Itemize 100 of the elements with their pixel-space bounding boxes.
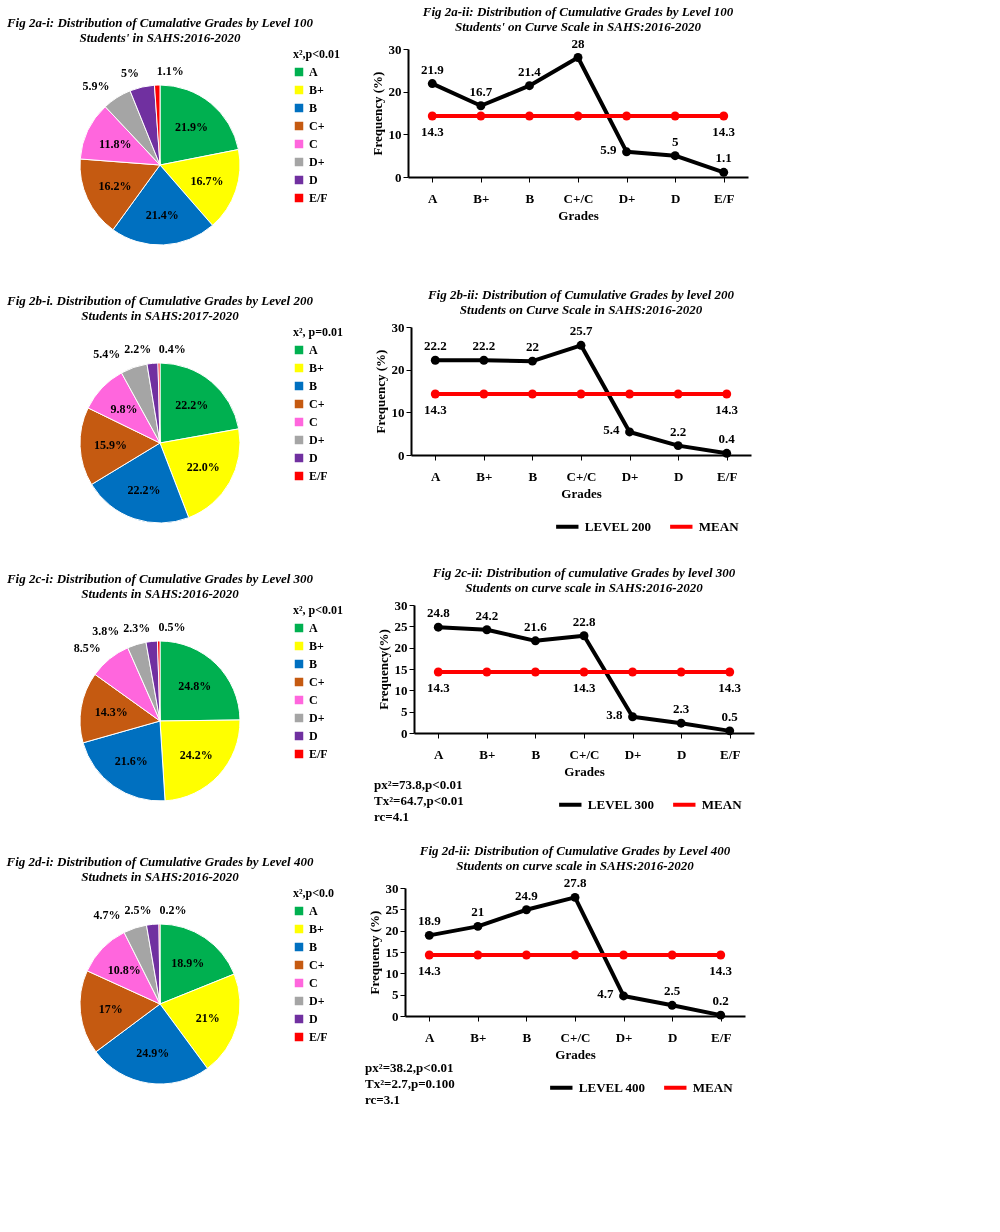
x-tick-label: E/F: [714, 190, 735, 206]
x-tick-label: D: [670, 190, 681, 206]
data-label: 14.3: [420, 123, 445, 139]
x-tick-label: C+/C: [566, 468, 597, 484]
data-label: 21.4: [518, 63, 542, 79]
x-tick-label: D: [676, 746, 687, 762]
x-tick-label: E/F: [717, 468, 738, 484]
y-tick-label: 30: [385, 880, 399, 896]
legend-label: C+: [309, 397, 325, 411]
data-label: 21.4%: [145, 207, 179, 222]
legend-label: D+: [309, 155, 325, 169]
legend-label: C: [309, 976, 318, 990]
legend-title: x², p<0.01: [293, 603, 344, 617]
y-tick-label: 15: [394, 661, 408, 677]
data-label: 1.1: [715, 150, 732, 166]
y-tick-label: 15: [385, 944, 399, 960]
x-tick-label: C+/C: [563, 190, 594, 206]
data-label: 21.9: [420, 61, 445, 77]
data-label: 16.7: [469, 83, 493, 99]
data-label: 22.2%: [175, 397, 209, 412]
x-tick-label: B+: [473, 190, 490, 206]
data-label: 0.5%: [158, 620, 186, 635]
legend-label: B+: [309, 639, 324, 653]
data-label: 14.3: [426, 679, 451, 695]
legend-label: C: [309, 137, 318, 151]
y-tick-label: 10: [385, 965, 399, 981]
y-tick-label: 30: [391, 319, 405, 335]
data-label: 16.2%: [98, 178, 132, 193]
data-label: 3.8%: [92, 624, 120, 639]
data-label: 11.8%: [99, 136, 132, 151]
legend-label: B: [309, 101, 318, 115]
data-label: 16.7%: [190, 174, 224, 189]
legend-label: LEVEL 200: [584, 518, 651, 534]
legend-label: C: [309, 693, 318, 707]
data-label: 24.8%: [178, 678, 212, 693]
legend-label: C: [309, 415, 318, 429]
legend-label: A: [309, 65, 318, 79]
legend-label: A: [309, 904, 318, 918]
x-tick-label: B: [525, 190, 535, 206]
data-label: 14.3: [715, 401, 739, 417]
data-label: 24.9: [515, 887, 539, 903]
legend-label: D+: [309, 433, 325, 447]
chart-title: Fig 2a-ii: Distribution of Cumulative Grades by Level 100 Students' on Curve Scale in SAHS:2016-2020: [421, 3, 734, 34]
data-label: 2.3%: [123, 620, 151, 635]
y-tick-label: 10: [388, 126, 402, 142]
x-tick-label: D+: [621, 468, 639, 484]
y-axis-title: Frequency (%): [372, 349, 388, 434]
x-tick-label: D+: [615, 1029, 633, 1045]
x-tick-label: C+/C: [560, 1029, 591, 1045]
data-label: 14.3: [718, 679, 742, 695]
chart-title: Fig 2c-ii: Distribution of cumulative Grades by level 300 Students on curve scale in SAHS:2016-2020: [431, 565, 736, 595]
legend-label: B+: [309, 922, 324, 936]
data-label: 24.8: [426, 605, 451, 621]
x-tick-label: B+: [476, 468, 493, 484]
data-label: 5.4%: [93, 347, 121, 362]
legend-label: MEAN: [701, 796, 743, 812]
y-tick-label: 0: [395, 169, 402, 185]
data-label: 22.2: [423, 338, 447, 354]
x-axis-title: Grades: [558, 207, 599, 223]
chart-title: Fig 2a-i: Distribution of Cumalative Grades by Level 100 Students' in SAHS:2016-2020: [5, 15, 314, 45]
data-label: 22.2%: [127, 482, 161, 497]
x-tick-label: D+: [624, 746, 642, 762]
legend-label: C+: [309, 119, 325, 133]
data-label: 2.3: [673, 701, 690, 717]
x-tick-label: B+: [470, 1029, 487, 1045]
data-label: 15.9%: [93, 438, 127, 453]
data-label: 5.9%: [82, 78, 110, 93]
chart-title: Fig 2d-i: Distribution of Cumulative Grades by Level 400 Studnets in SAHS:2016-2020: [5, 854, 314, 884]
legend-label: C+: [309, 958, 325, 972]
x-tick-label: B: [522, 1029, 532, 1045]
data-label: 4.7: [597, 985, 615, 1001]
x-axis-title: Grades: [564, 763, 605, 779]
text: Tx²=64.7,p<0.01: [374, 793, 464, 808]
x-tick-label: A: [434, 746, 445, 762]
y-tick-label: 30: [388, 41, 402, 57]
data-label: 18.9%: [171, 955, 205, 970]
legend-title: x²,p<0.01: [293, 47, 341, 61]
chart-title: Fig 2c-i: Distribution of Cumulative Grades by Level 300 Students in SAHS:2016-2020: [5, 571, 314, 601]
legend-label: B+: [309, 361, 324, 375]
y-tick-label: 25: [394, 618, 408, 634]
data-label: 24.9%: [136, 1046, 170, 1061]
chart-title: Fig 2b-i. Distribution of Cumulative Grades by Level 200 Students in SAHS:2017-2020: [6, 293, 314, 323]
data-label: 17%: [98, 1002, 123, 1017]
data-label: 0.2: [712, 993, 729, 1009]
data-label: 14.3%: [94, 705, 128, 720]
x-tick-label: B: [528, 468, 538, 484]
y-axis-title: Frequency (%): [366, 910, 382, 995]
text: rc=4.1: [374, 809, 409, 824]
y-tick-label: 0: [401, 725, 408, 741]
data-label: 14.3: [712, 123, 736, 139]
data-label: 21.6: [524, 618, 548, 634]
legend-label: D+: [309, 994, 325, 1008]
data-label: 2.2%: [124, 342, 152, 357]
data-label: 25.7: [569, 323, 593, 339]
data-label: 22.0%: [186, 460, 220, 475]
text: px²=38.2,p<0.01: [365, 1060, 454, 1075]
legend-label: A: [309, 621, 318, 635]
x-tick-label: B: [531, 746, 541, 762]
data-label: 9.8%: [110, 401, 138, 416]
data-label: 14.3: [572, 679, 596, 695]
